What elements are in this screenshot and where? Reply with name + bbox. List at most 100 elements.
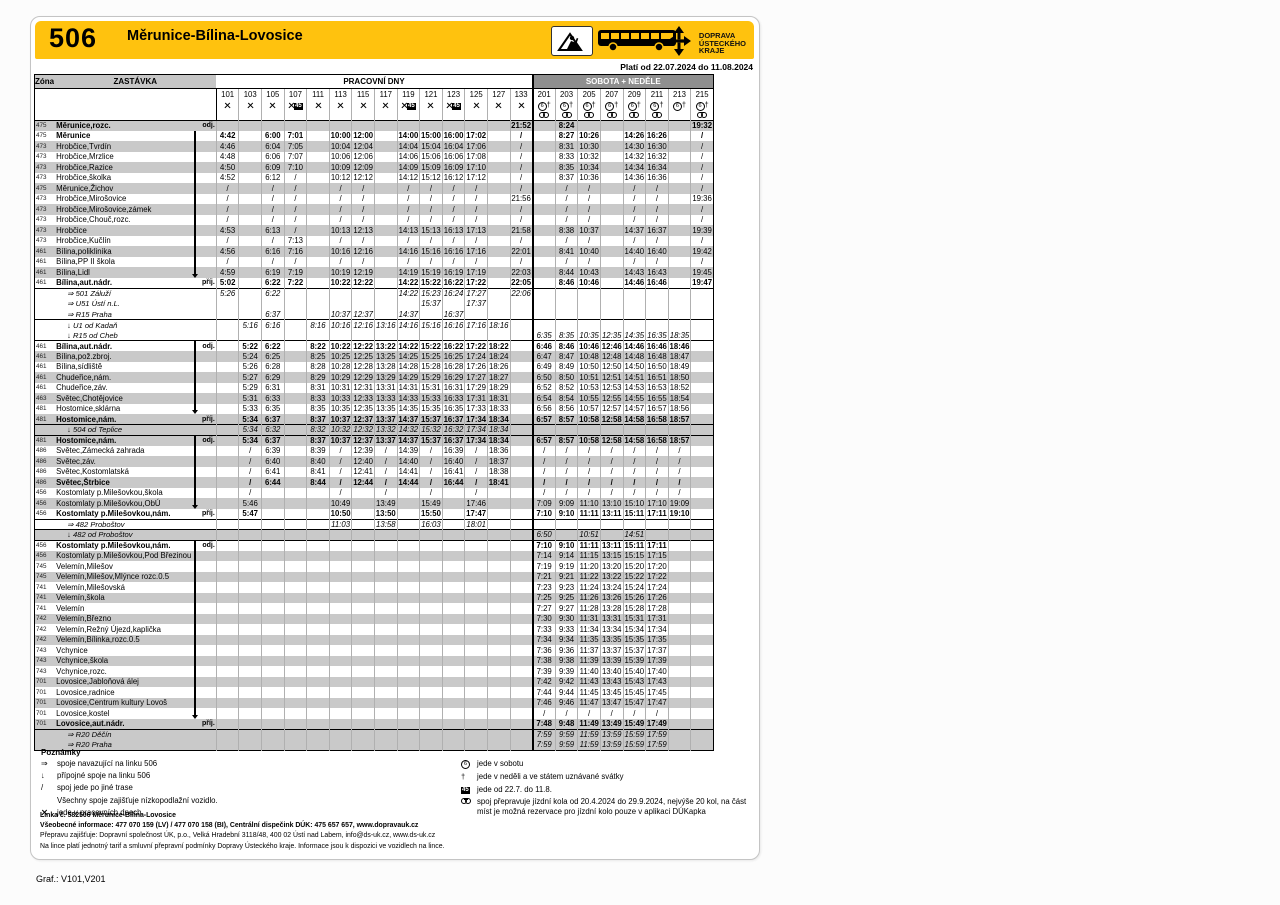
stop-name: Hrobčice (56, 225, 87, 235)
time-cell (396, 582, 420, 593)
time-cell (509, 624, 533, 635)
time-cell: / (622, 193, 646, 204)
time-cell (373, 539, 398, 551)
time-cell (215, 382, 239, 393)
time-cell: / (215, 256, 239, 267)
trip-number: 203 (554, 88, 578, 100)
time-cell (306, 666, 330, 677)
time-cell: / (509, 151, 533, 162)
time-cell (328, 666, 352, 677)
time-cell (306, 298, 330, 309)
time-cell (215, 434, 239, 446)
time-cell: 14:35 (622, 330, 646, 341)
time-cell (486, 214, 511, 225)
time-cell: / (554, 445, 578, 456)
zone-cell: 461 (36, 258, 47, 266)
note-item: ↓ přípojné spoje na linku 506 (41, 771, 461, 781)
time-cell: 10:37 (577, 225, 601, 236)
time-cell (599, 277, 624, 288)
bike-icon (461, 797, 471, 804)
time-cell (351, 330, 375, 341)
time-cell: 14:35 (396, 403, 420, 414)
time-cell: 13:20 (599, 561, 624, 572)
time-cell (238, 571, 262, 582)
time-cell (215, 624, 239, 635)
dep-arr-tag (199, 477, 216, 488)
time-cell (509, 613, 533, 624)
stop-row: 743 Vchynice,rozc. 7:39 9:39 11:40 13:40 15:40… (35, 666, 714, 677)
route-arrow (191, 655, 199, 667)
time-cell: / (396, 193, 420, 204)
time-cell (509, 393, 533, 404)
time-cell (486, 256, 511, 267)
time-cell: 15:23 (419, 287, 443, 299)
time-cell: 12:39 (351, 445, 375, 456)
time-cell: 8:40 (306, 456, 330, 467)
time-cell (690, 477, 714, 488)
time-cell: / (283, 256, 307, 267)
footer-operator: Přepravu zajišťuje: Dopravní společnost … (40, 832, 436, 840)
time-cell (441, 697, 465, 708)
time-cell: 16:37 (645, 225, 669, 236)
time-cell: 16:22 (441, 277, 465, 288)
time-cell (238, 130, 262, 141)
time-cell: 11:03 (328, 518, 352, 530)
time-cell: 8:46 (554, 277, 578, 288)
time-cell (396, 298, 420, 309)
time-cell (419, 655, 443, 666)
time-cell (486, 697, 511, 708)
time-cell (419, 539, 443, 551)
time-cell: 18:27 (486, 372, 511, 383)
time-cell: 13:35 (373, 403, 398, 414)
time-cell: / (215, 204, 239, 215)
time-cell (577, 120, 601, 131)
time-cell (441, 708, 465, 719)
weekend-group-header: SOBOTA + NEDĚLE (531, 74, 714, 89)
time-cell: / (261, 235, 285, 246)
route-arrow (191, 204, 199, 215)
duk-arrows-icon (663, 25, 695, 62)
dep-arr-tag: odj. (202, 122, 215, 129)
time-cell: 8:35 (554, 162, 578, 173)
time-cell (667, 561, 691, 572)
time-cell (238, 277, 262, 288)
time-cell (396, 708, 420, 719)
time-cell (306, 634, 330, 645)
time-cell (554, 287, 578, 299)
dep-arr-tag (199, 635, 216, 646)
time-cell (441, 718, 465, 729)
time-cell: 13:47 (599, 697, 624, 708)
dep-arr-tag (199, 236, 216, 247)
time-cell (283, 445, 307, 456)
weekday-group-header: PRACOVNÍ DNY (216, 74, 533, 89)
time-cell: / (215, 183, 239, 194)
time-cell (486, 246, 511, 257)
time-cell (464, 571, 488, 582)
time-cell (373, 151, 398, 162)
trip-number: 103 (238, 88, 262, 100)
time-cell: 14:40 (396, 456, 420, 467)
time-cell: / (645, 477, 669, 488)
time-cell: / (622, 183, 646, 194)
time-cell: 15:45 (622, 687, 646, 698)
time-cell: 17:22 (464, 340, 488, 351)
time-cell: 10:40 (577, 246, 601, 257)
time-cell (351, 718, 375, 729)
time-cell (554, 424, 578, 435)
time-cell (238, 739, 262, 750)
trip-symbols: 6 † (554, 99, 578, 111)
time-cell (486, 676, 511, 687)
time-cell (351, 539, 375, 551)
time-cell (261, 498, 285, 509)
time-cell: 10:34 (577, 162, 601, 173)
time-cell: / (441, 183, 465, 194)
time-cell (328, 645, 352, 656)
time-cell (215, 613, 239, 624)
stop-row: 473 Hrobčice,Mirošovice,zámek / / / / / / / / / / / /… (34, 204, 714, 215)
time-cell: 14:19 (396, 267, 420, 278)
time-cell: 10:46 (577, 277, 601, 288)
time-cell: 18:29 (486, 382, 511, 393)
time-cell (283, 287, 307, 299)
time-cell (690, 708, 714, 719)
time-cell: 6:35 (261, 403, 285, 414)
